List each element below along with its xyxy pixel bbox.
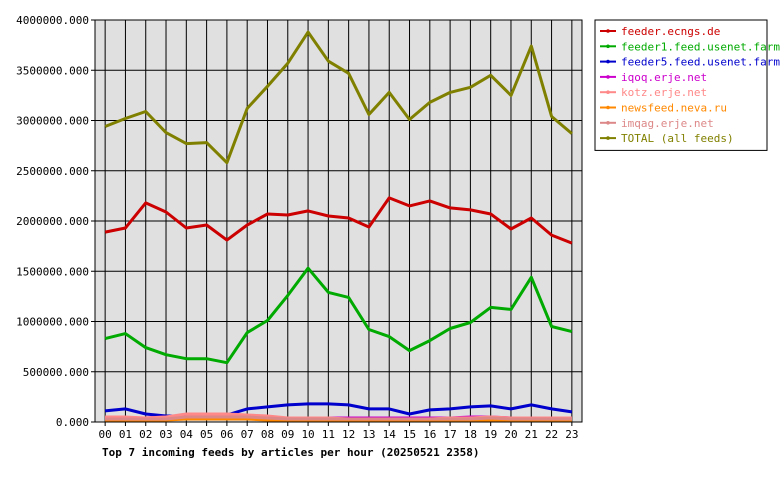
x-tick-label: 14	[383, 428, 397, 441]
y-tick-label: 3500000.000	[16, 64, 89, 77]
x-tick-label: 21	[525, 428, 538, 441]
x-tick-label: 07	[241, 428, 254, 441]
legend-marker	[606, 90, 610, 94]
legend-box	[594, 19, 768, 151]
x-tick-label: 20	[504, 428, 517, 441]
legend-marker	[606, 121, 610, 125]
series-line-6	[105, 415, 572, 421]
x-tick-label: 09	[281, 428, 294, 441]
legend-marker	[606, 136, 610, 140]
legend-marker	[606, 75, 610, 79]
legend-marker	[606, 29, 610, 33]
legend-label: feeder5.feed.usenet.farm	[621, 56, 780, 69]
x-tick-label: 15	[403, 428, 416, 441]
x-tick-label: 02	[139, 428, 152, 441]
x-tick-label: 22	[545, 428, 558, 441]
x-tick-label: 13	[362, 428, 375, 441]
series-line-7	[104, 30, 573, 165]
y-tick-label: 1500000.000	[16, 265, 89, 278]
legend-label: newsfeed.neva.ru	[621, 102, 727, 115]
legend-label: feeder.ecngs.de	[621, 25, 720, 38]
x-tick-label: 17	[443, 428, 456, 441]
series-line-1	[104, 266, 573, 365]
legend-marker	[606, 44, 610, 49]
x-tick-label: 18	[464, 428, 477, 441]
y-tick-label: 2000000.000	[16, 215, 89, 228]
x-tick-label: 01	[119, 428, 132, 441]
x-tick-label: 11	[322, 428, 335, 441]
x-tick-label: 04	[180, 428, 194, 441]
legend-label: kotz.erje.net	[621, 86, 707, 99]
x-tick-label: 00	[99, 428, 112, 441]
legend-label: iqoq.erje.net	[621, 71, 707, 84]
series-line-0	[104, 196, 573, 245]
y-tick-label: 500000.000	[23, 366, 89, 379]
x-tick-label: 16	[423, 428, 436, 441]
x-tick-label: 12	[342, 428, 355, 441]
legend-marker	[606, 59, 610, 64]
x-tick-label: 05	[200, 428, 213, 441]
x-tick-label: 23	[565, 428, 578, 441]
y-tick-label: 0.000	[56, 416, 89, 429]
y-tick-label: 2500000.000	[16, 165, 89, 178]
chart-title: Top 7 incoming feeds by articles per hou…	[102, 446, 480, 459]
legend-label: TOTAL (all feeds)	[621, 132, 734, 145]
x-tick-label: 06	[220, 428, 233, 441]
legend-label: imqag.erje.net	[621, 117, 714, 130]
legend-marker	[606, 105, 610, 110]
x-tick-label: 19	[484, 428, 497, 441]
y-tick-label: 4000000.000	[16, 14, 89, 27]
y-tick-label: 1000000.000	[16, 316, 89, 329]
legend-label: feeder1.feed.usenet.farm	[621, 40, 780, 53]
x-tick-label: 03	[159, 428, 172, 441]
x-tick-label: 08	[261, 428, 274, 441]
x-tick-label: 10	[301, 428, 314, 441]
y-tick-label: 3000000.000	[16, 115, 89, 128]
